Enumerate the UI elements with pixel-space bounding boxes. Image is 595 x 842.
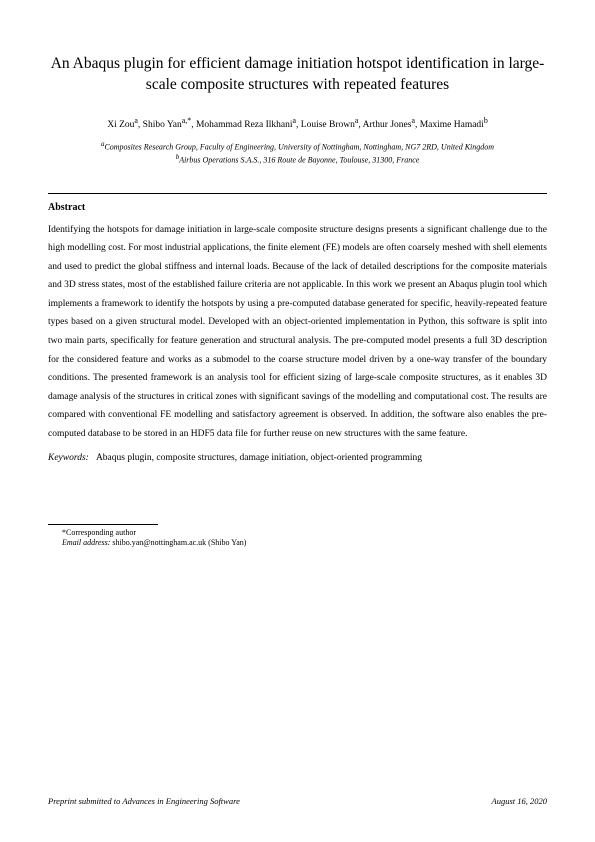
footer-right: August 16, 2020 [492, 796, 548, 806]
keywords-line: Keywords: Abaqus plugin, composite struc… [48, 449, 547, 468]
affil-b: Airbus Operations S.A.S., 316 Route de B… [179, 156, 419, 165]
email-address: shibo.yan@nottingham.ac.uk (Shibo Yan) [112, 538, 246, 547]
corresponding-rule [48, 524, 158, 525]
affiliations: aComposites Research Group, Faculty of E… [48, 140, 547, 167]
footer-left: Preprint submitted to Advances in Engine… [48, 796, 240, 806]
corresponding-author-block: *Corresponding author Email address: shi… [48, 528, 547, 550]
author-list: Xi Zoua, Shibo Yana,*, Mohammad Reza Ilk… [48, 116, 547, 130]
paper-title: An Abaqus plugin for efficient damage in… [48, 54, 547, 96]
abstract-top-rule [48, 193, 547, 194]
abstract-heading: Abstract [48, 202, 547, 213]
affil-a: Composites Research Group, Faculty of En… [104, 143, 494, 152]
email-label: Email address: [62, 538, 110, 547]
corresponding-mark: *Corresponding author [62, 528, 547, 539]
keywords-text: Abaqus plugin, composite structures, dam… [96, 453, 422, 463]
abstract-body: Identifying the hotspots for damage init… [48, 221, 547, 443]
page-footer: Preprint submitted to Advances in Engine… [48, 796, 547, 806]
keywords-label: Keywords: [48, 453, 89, 463]
